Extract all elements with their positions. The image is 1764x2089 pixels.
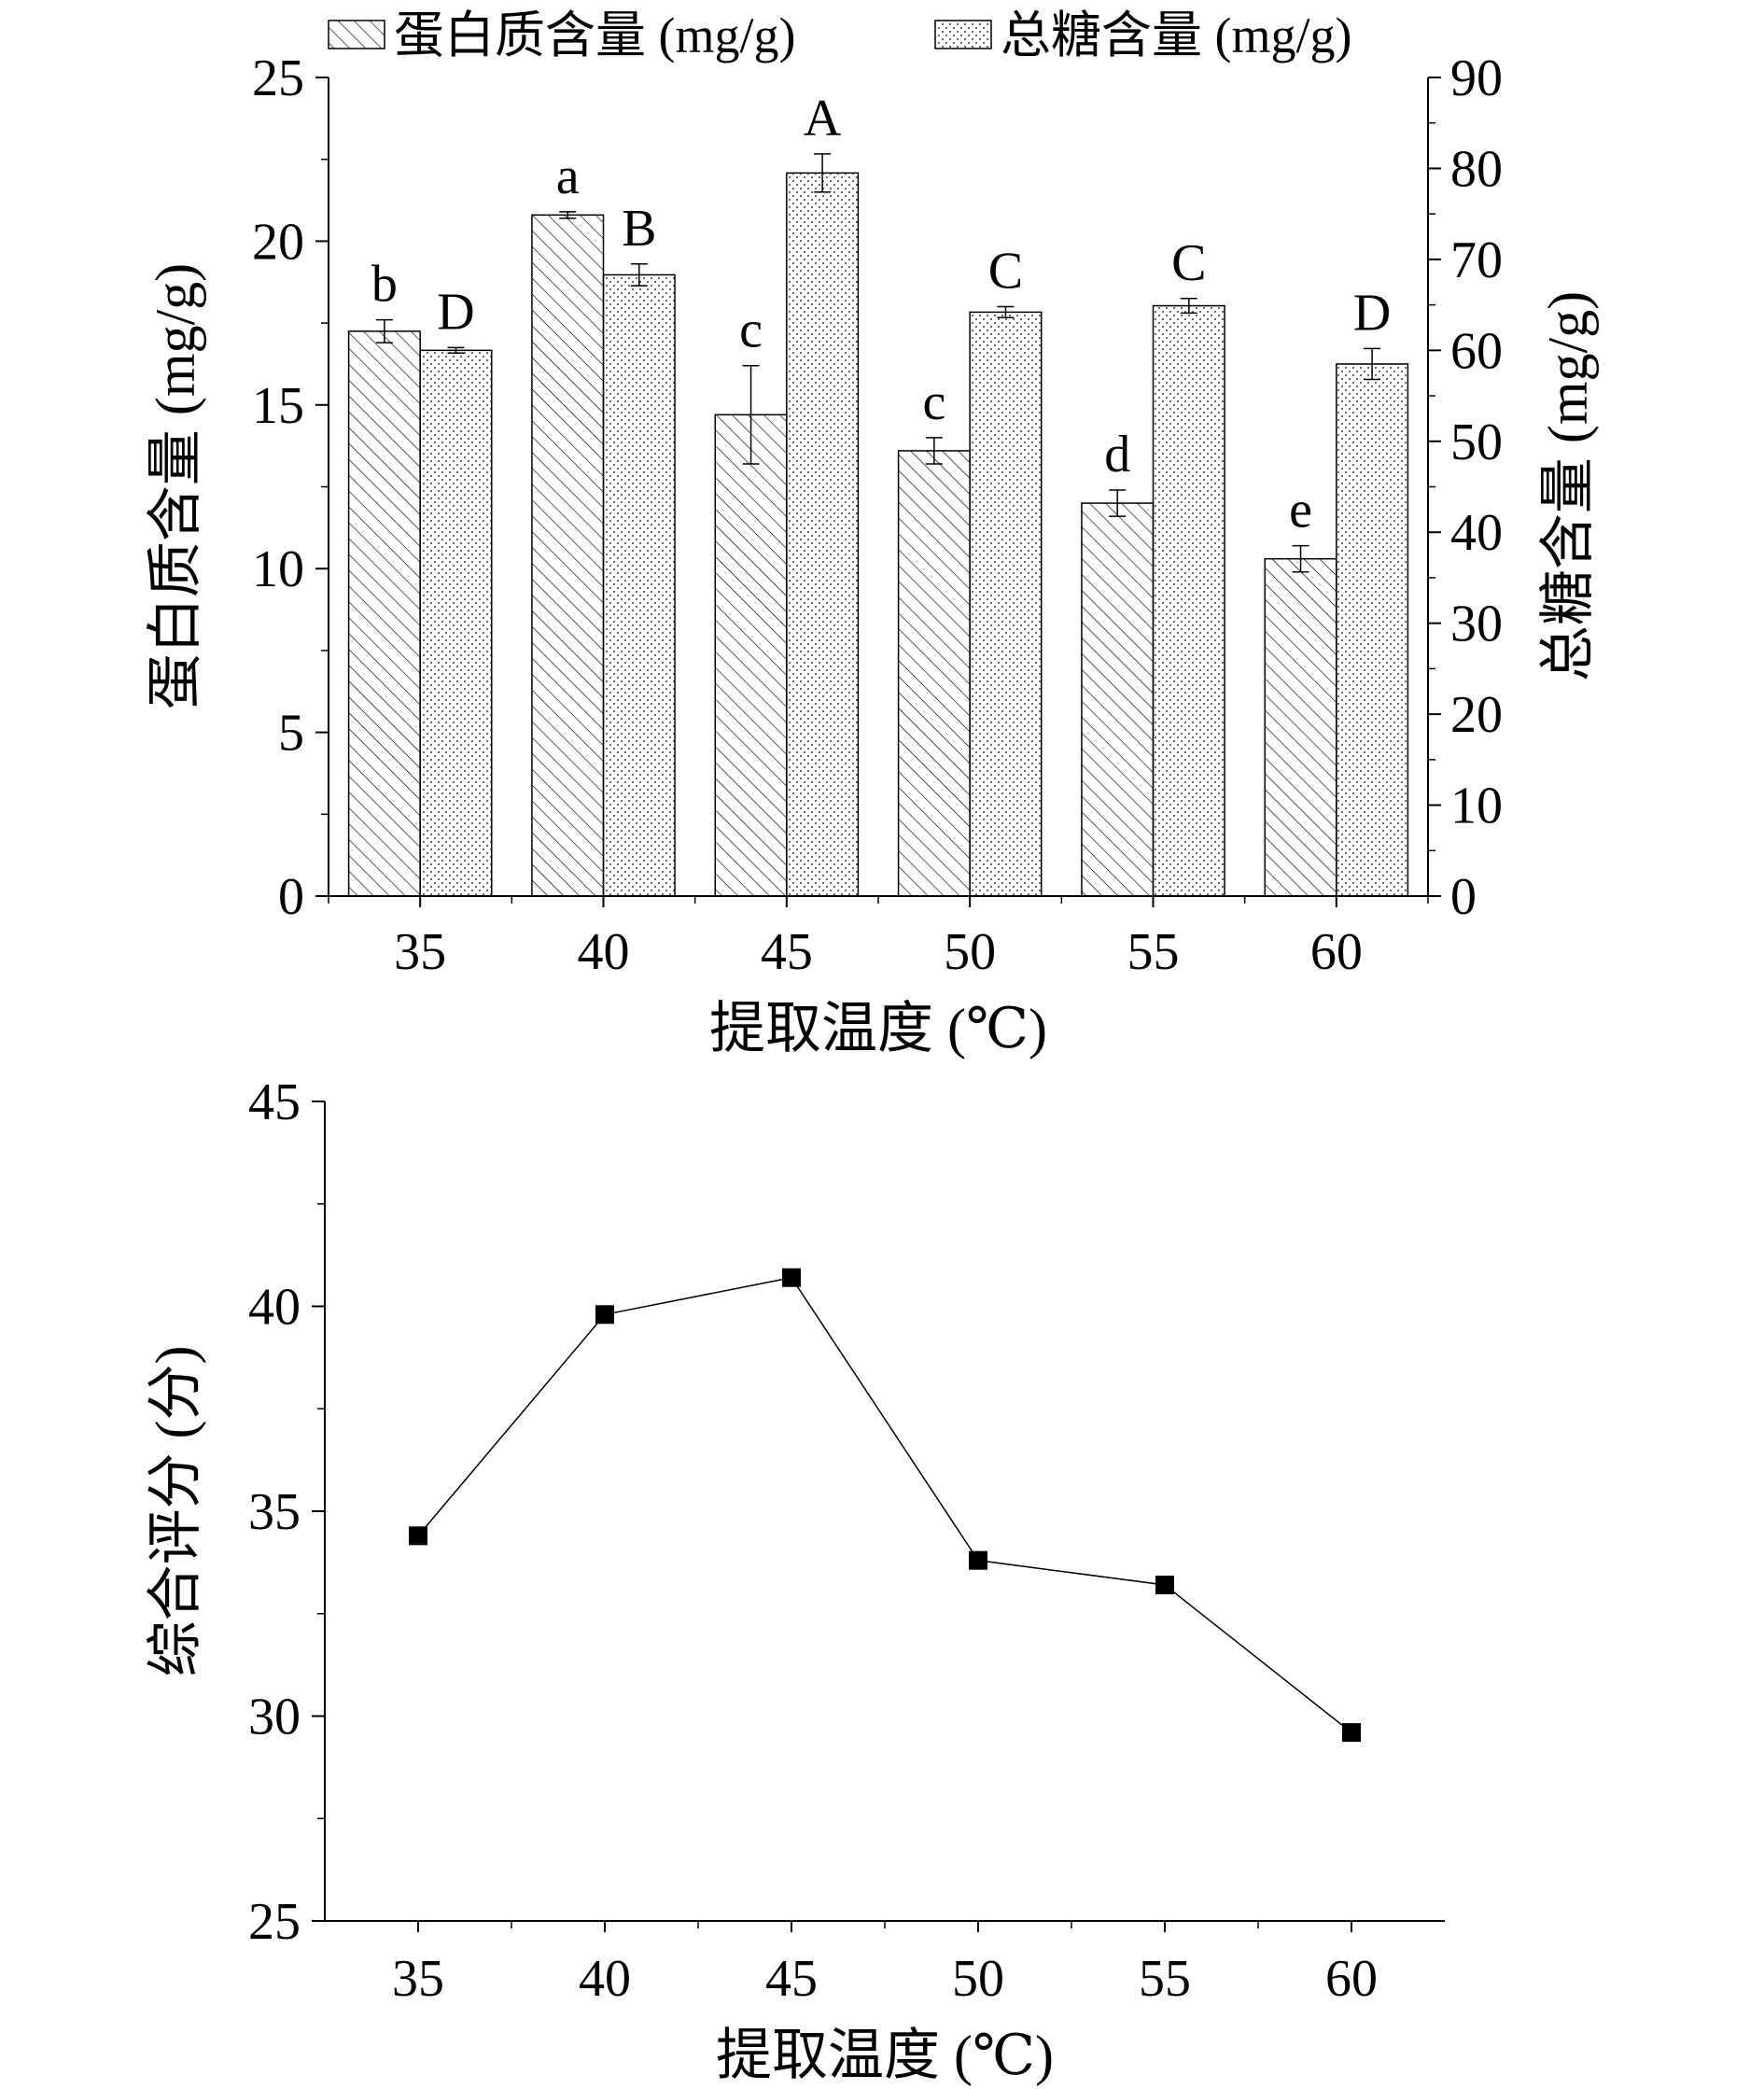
legend-swatch-sugar [934, 20, 992, 49]
significance-label: e [1289, 482, 1312, 540]
line-chart: 25 30 35 40 45 35 40 45 50 55 60 提取温度 (℃) 综合评分 (分… [145, 1073, 1445, 2086]
bar-x-tick-label: 55 [1127, 923, 1180, 981]
data-point [969, 1550, 987, 1570]
line-y-axis-title: 综合评分 (分) [145, 1346, 206, 1677]
bar-x-tick-label: 45 [761, 923, 813, 981]
data-point [1155, 1576, 1174, 1595]
left-y-ticks: 0 5 10 15 20 25 [252, 49, 329, 926]
sugar-bar [1152, 304, 1225, 897]
sugar-bar [419, 349, 493, 897]
significance-label: B [622, 200, 656, 258]
significance-label: c [739, 301, 763, 359]
left-y-axis-title: 蛋白质含量 (mg/g) [145, 263, 206, 709]
significance-label: C [1171, 234, 1206, 292]
line-x-tick-label: 55 [1139, 1950, 1191, 2008]
bar-x-axis-title: 提取温度 (℃) [709, 998, 1047, 1059]
bar-x-tick-label: 50 [944, 923, 996, 981]
bar-x-tick-label: 60 [1310, 923, 1363, 981]
protein-bar [897, 450, 971, 897]
significance-label: c [922, 373, 945, 431]
protein-bar [531, 214, 605, 897]
sugar-bar [1336, 363, 1409, 897]
data-point [409, 1526, 427, 1546]
significance-label: A [804, 90, 842, 147]
significance-label: D [437, 283, 474, 341]
significance-label: D [1353, 284, 1391, 342]
legend-label-protein: 蛋白质含量 (mg/g) [394, 7, 795, 63]
left-y-tick-label: 20 [252, 213, 304, 271]
bar-x-tick-label: 35 [394, 923, 446, 981]
significance-label: C [988, 243, 1023, 301]
right-y-tick-label: 20 [1450, 686, 1503, 744]
line-y-ticks: 25 30 35 40 45 [248, 1073, 325, 1951]
line-y-tick-label: 30 [248, 1689, 301, 1746]
score-line [417, 1276, 1352, 1733]
right-y-tick-label: 70 [1450, 231, 1503, 289]
left-y-tick-label: 5 [278, 705, 304, 763]
protein-bar [347, 330, 421, 897]
line-x-tick-label: 40 [579, 1950, 631, 2008]
bars: b a c c d e D B A C C D [347, 90, 1409, 897]
bar-chart-plot-area [328, 77, 1429, 897]
line-y-tick-label: 35 [248, 1483, 301, 1541]
data-point [595, 1305, 614, 1325]
right-y-tick-label: 10 [1450, 778, 1503, 835]
bar-chart-legend: 蛋白质含量 (mg/g) 总糖含量 (mg/g) [328, 7, 1351, 63]
data-point [1342, 1723, 1361, 1743]
right-y-tick-label: 40 [1450, 504, 1503, 562]
line-x-tick-label: 60 [1325, 1950, 1378, 2008]
line-x-tick-label: 35 [392, 1950, 444, 2008]
protein-bar [714, 414, 788, 897]
right-y-ticks: 0 10 20 30 40 50 60 70 80 90 [1428, 49, 1503, 926]
line-y-tick-label: 25 [248, 1893, 301, 1951]
right-y-tick-label: 60 [1450, 322, 1503, 380]
right-y-tick-label: 0 [1450, 868, 1477, 926]
protein-bar [1264, 557, 1337, 897]
left-y-tick-label: 0 [278, 868, 304, 926]
significance-label: d [1104, 426, 1130, 484]
bar-x-tick-label: 40 [578, 923, 630, 981]
line-x-axis-title: 提取温度 (℃) [716, 2025, 1054, 2086]
right-y-axis-title: 总糖含量 (mg/g) [1537, 291, 1599, 681]
legend-label-sugar: 总糖含量 (mg/g) [1001, 7, 1351, 63]
line-x-ticks: 35 40 45 50 55 60 [392, 1921, 1378, 2008]
bar-chart: 蛋白质含量 (mg/g) 总糖含量 (mg/g) 0 5 10 15 20 25 0 10 2… [145, 7, 1599, 1059]
left-y-tick-label: 10 [252, 540, 304, 598]
line-x-tick-label: 45 [765, 1950, 818, 2008]
bar-x-ticks: 35 40 45 50 55 60 [328, 896, 1429, 981]
legend-swatch-protein [328, 20, 385, 49]
right-y-tick-label: 50 [1450, 414, 1503, 471]
line-x-tick-label: 50 [952, 1950, 1004, 2008]
left-y-tick-label: 25 [252, 49, 304, 107]
right-y-tick-label: 30 [1450, 596, 1503, 653]
sugar-bar [786, 172, 860, 897]
right-y-tick-label: 90 [1450, 49, 1503, 107]
line-y-tick-label: 45 [248, 1073, 301, 1131]
left-y-tick-label: 15 [252, 377, 304, 435]
protein-bar [1081, 502, 1155, 897]
line-y-tick-label: 40 [248, 1279, 301, 1337]
significance-label: b [371, 256, 398, 314]
sugar-bar [969, 311, 1043, 897]
data-point [782, 1268, 801, 1287]
right-y-tick-label: 80 [1450, 140, 1503, 198]
score-markers [409, 1268, 1361, 1743]
significance-label: a [556, 147, 580, 205]
sugar-bar [602, 273, 676, 897]
